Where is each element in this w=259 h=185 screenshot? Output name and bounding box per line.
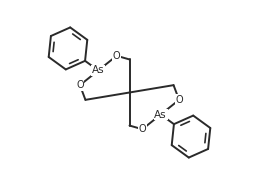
Text: As: As [154, 110, 167, 120]
Text: O: O [139, 124, 146, 134]
Text: O: O [175, 95, 183, 105]
Text: As: As [92, 65, 105, 75]
Text: O: O [113, 51, 120, 61]
Text: O: O [76, 80, 84, 90]
